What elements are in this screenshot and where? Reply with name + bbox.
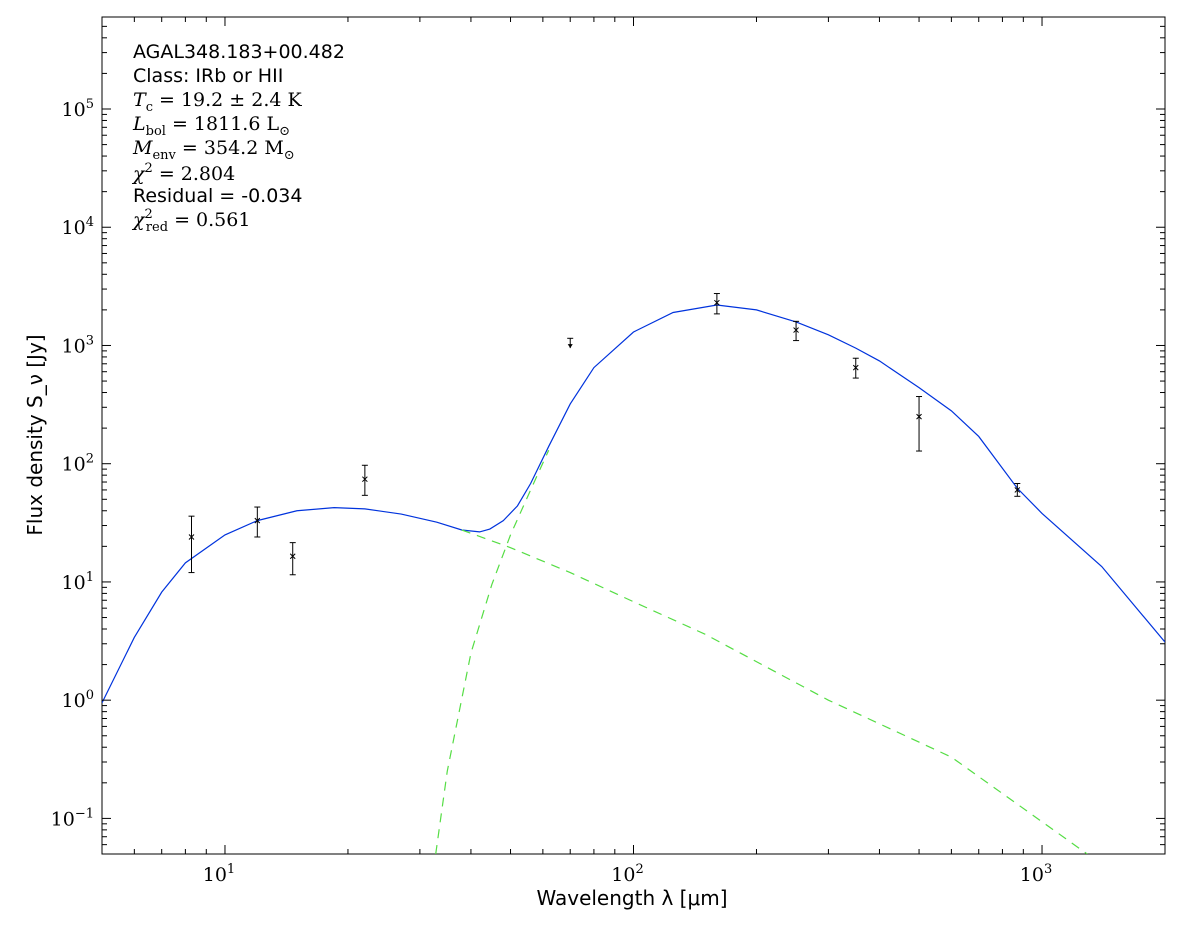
point-marker (289, 553, 296, 560)
temperature-label: Tc = 19.2 ± 2.4 K (133, 89, 303, 115)
class-label: Class: IRb or HII (133, 65, 283, 87)
reduced-chi-squared-label: χ2 red = 0.561 (131, 207, 250, 235)
envelope-mass-label: Menv = 354.2 M⊙ (132, 137, 295, 163)
data-point-8 (1014, 483, 1021, 497)
annotation-block: AGAL348.183+00.482 Class: IRb or HII Tc … (131, 41, 345, 235)
data-point-0 (188, 515, 195, 574)
point-marker (254, 517, 261, 524)
source-name: AGAL348.183+00.482 (133, 41, 345, 63)
component-fit-line-2 (461, 529, 1088, 854)
point-marker (188, 534, 195, 540)
data-point-4 (713, 293, 720, 315)
component-fit-line-3 (435, 449, 550, 854)
point-marker (362, 476, 368, 483)
y-tick-label-3: 102 (62, 452, 94, 476)
y-tick-label-1: 100 (62, 688, 94, 712)
x-tick-label-2: 103 (1020, 862, 1052, 886)
total-fit-line (102, 304, 1165, 704)
x-tick-label-1: 102 (611, 862, 643, 886)
data-point-1 (254, 506, 261, 538)
point-marker (1014, 487, 1021, 493)
data-point-5 (793, 320, 800, 342)
y-tick-label-0: 10−1 (51, 806, 94, 830)
data-point-6 (852, 357, 859, 379)
data-point-2 (289, 542, 296, 576)
y-axis-label: Flux density S_ν [Jy] (23, 334, 47, 535)
x-tick-label-0: 101 (203, 862, 235, 886)
upper-limit-arrow (567, 344, 573, 349)
point-marker (852, 364, 859, 371)
data-point-7 (916, 396, 923, 452)
point-marker (714, 299, 720, 306)
y-tick-label-4: 103 (62, 333, 94, 357)
point-marker (916, 413, 922, 420)
upper-limit-0 (567, 337, 574, 349)
y-tick-label-6: 105 (62, 97, 94, 121)
luminosity-label: Lbol = 1811.6 L⊙ (132, 113, 290, 139)
y-tick-label-2: 101 (62, 570, 94, 594)
y-tick-label-5: 104 (62, 215, 94, 239)
data-marks (102, 293, 1165, 854)
data-point-3 (361, 464, 368, 496)
axis-ticks: 101 102 103 10−1 100 101 102 103 104 105 (51, 16, 1166, 886)
point-marker (793, 327, 799, 333)
x-axis-label: Wavelength λ [μm] (536, 886, 727, 910)
residual-label: Residual = -0.034 (133, 185, 303, 207)
chi-squared-label: χ2 = 2.804 (131, 161, 235, 185)
